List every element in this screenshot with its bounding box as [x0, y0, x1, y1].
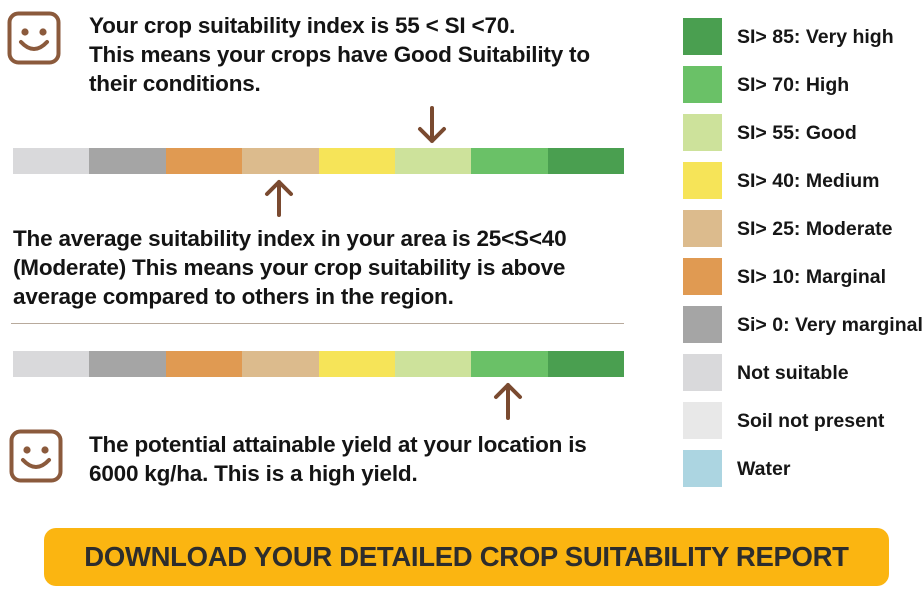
message-line: average compared to others in the region…	[13, 284, 454, 309]
scale-segment	[471, 351, 548, 377]
scale-segment	[165, 148, 243, 174]
scale-segment	[242, 351, 319, 377]
scale-segment	[394, 351, 472, 377]
legend-label: SI> 25: Moderate	[737, 218, 893, 240]
legend-swatch	[683, 66, 722, 103]
legend-label: SI> 70: High	[737, 74, 850, 96]
legend-label: SI> 40: Medium	[737, 170, 880, 192]
scale-segment	[13, 148, 90, 174]
legend-label: Si> 0: Very marginal	[737, 314, 923, 336]
scale-segment	[242, 148, 319, 174]
suitability-index-message: Your crop suitability index is 55 < SI <…	[89, 11, 590, 98]
down-arrow-icon	[418, 106, 446, 143]
legend-swatch	[683, 114, 722, 151]
message-line: The potential attainable yield at your l…	[89, 432, 587, 457]
legend-label: Soil not present	[737, 410, 885, 432]
legend-swatch	[683, 306, 722, 343]
yield-scale-bar	[13, 351, 624, 377]
message-line: their conditions.	[89, 71, 261, 96]
divider	[11, 323, 624, 324]
scale-segment	[318, 148, 395, 174]
area-average-message: The average suitability index in your ar…	[13, 224, 567, 311]
download-report-button[interactable]: DOWNLOAD YOUR DETAILED CROP SUITABILITY …	[44, 528, 889, 586]
legend-item: SI> 40: Medium	[683, 162, 923, 210]
legend-item: SI> 55: Good	[683, 114, 923, 162]
legend-item: Water	[683, 450, 923, 498]
scale-segment	[318, 351, 395, 377]
legend-swatch	[683, 210, 722, 247]
legend-swatch	[683, 162, 722, 199]
scale-segment	[89, 148, 166, 174]
legend-swatch	[683, 354, 722, 391]
scale-segment	[394, 148, 472, 174]
scale-segment	[547, 351, 624, 377]
attainable-yield-message: The potential attainable yield at your l…	[89, 430, 587, 488]
legend-label: SI> 55: Good	[737, 122, 857, 144]
scale-segment	[471, 148, 548, 174]
legend-swatch	[683, 18, 722, 55]
message-line: This means your crops have Good Suitabil…	[89, 42, 590, 67]
suitability-scale-bar	[13, 148, 624, 174]
smiley-face-icon	[9, 429, 63, 483]
scale-segment	[547, 148, 624, 174]
legend-item: SI> 10: Marginal	[683, 258, 923, 306]
message-line: The average suitability index in your ar…	[13, 226, 567, 251]
scale-segment	[89, 351, 166, 377]
legend-swatch	[683, 258, 722, 295]
legend-swatch	[683, 402, 722, 439]
message-line: (Moderate) This means your crop suitabil…	[13, 255, 566, 280]
legend-item: Not suitable	[683, 354, 923, 402]
legend-swatch	[683, 450, 722, 487]
legend-label: SI> 10: Marginal	[737, 266, 887, 288]
message-line: Your crop suitability index is 55 < SI <…	[89, 13, 516, 38]
legend-item: SI> 25: Moderate	[683, 210, 923, 258]
scale-segment	[13, 351, 90, 377]
legend-label: Water	[737, 458, 791, 480]
smiley-face-icon	[7, 11, 61, 65]
up-arrow-icon	[265, 180, 293, 217]
scale-segment	[165, 351, 243, 377]
legend-item: SI> 85: Very high	[683, 18, 923, 66]
legend-label: SI> 85: Very high	[737, 26, 894, 48]
legend-label: Not suitable	[737, 362, 849, 384]
legend-item: Si> 0: Very marginal	[683, 306, 923, 354]
legend-item: Soil not present	[683, 402, 923, 450]
up-arrow-icon	[494, 383, 522, 420]
message-line: 6000 kg/ha. This is a high yield.	[89, 461, 418, 486]
legend-item: SI> 70: High	[683, 66, 923, 114]
suitability-legend: SI> 85: Very high SI> 70: High SI> 55: Goo…	[683, 18, 923, 498]
